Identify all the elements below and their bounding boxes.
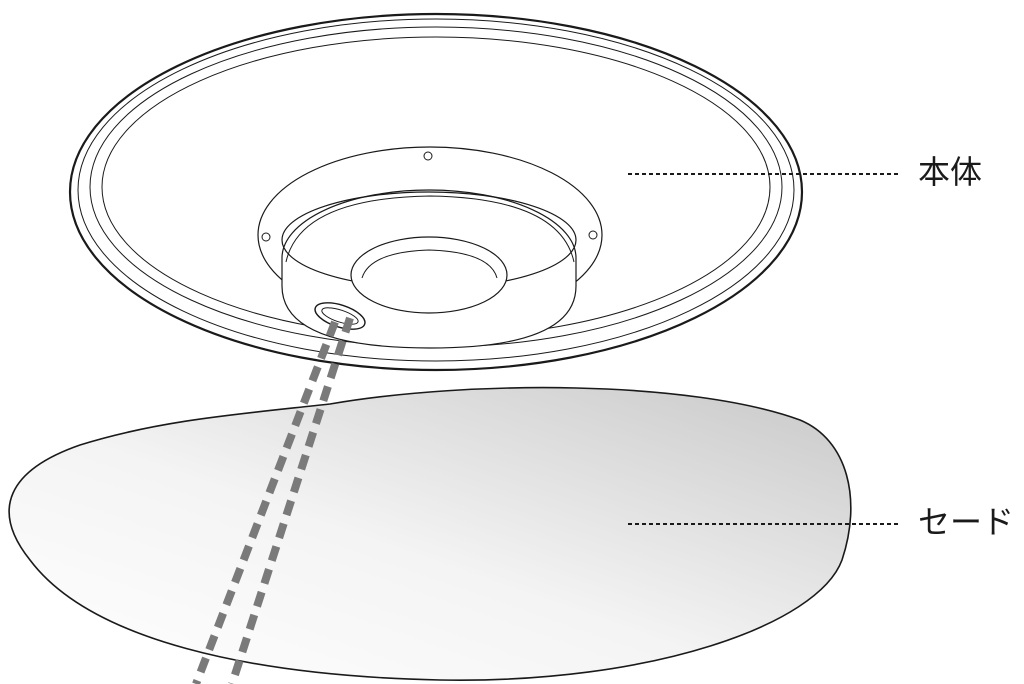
screw-hole-top (423, 151, 433, 161)
center-hole-inner (361, 249, 498, 279)
shade-outline (8, 386, 852, 681)
center-hole-outer (350, 236, 508, 314)
body-label: 本体 (918, 153, 983, 191)
hub-inner-step (285, 195, 575, 263)
alignment-line-left (192, 320, 339, 684)
screw-hole-right (588, 230, 598, 240)
alignment-guide (192, 316, 354, 684)
alignment-line-right (228, 316, 354, 684)
screw-hole-left (261, 232, 271, 242)
main-body-part (68, 12, 804, 372)
shade-label: セード (918, 503, 1015, 541)
shade-part (8, 386, 852, 681)
connector-slot-inner (321, 307, 359, 325)
